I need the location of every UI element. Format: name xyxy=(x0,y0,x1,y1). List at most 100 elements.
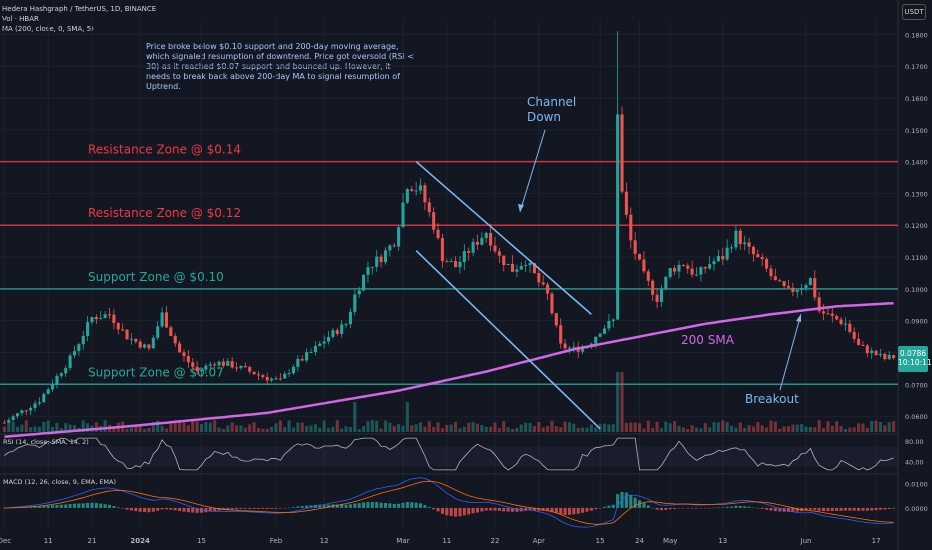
volume-bar xyxy=(160,425,164,432)
candle-body xyxy=(471,241,475,253)
candle-body xyxy=(134,338,138,342)
candle-body xyxy=(747,242,751,247)
macd-histogram-bar xyxy=(81,503,85,508)
volume-bar xyxy=(164,428,168,432)
volume-bar xyxy=(388,422,392,432)
macd-histogram-bar xyxy=(576,507,580,514)
candle-body xyxy=(519,265,523,270)
x-tick-label: Apr xyxy=(533,537,545,545)
volume-bar xyxy=(173,420,177,432)
volume-bar xyxy=(725,422,729,432)
macd-histogram-bar xyxy=(598,507,602,509)
candle-body xyxy=(800,288,804,290)
candle-body xyxy=(291,366,296,374)
volume-bar xyxy=(375,420,379,432)
candle-body xyxy=(327,336,331,342)
macd-histogram-bar xyxy=(51,505,55,508)
volume-bar xyxy=(15,426,20,432)
volume-bar xyxy=(401,425,405,432)
volume-bar xyxy=(226,425,230,432)
macd-histogram-bar xyxy=(64,504,68,508)
volume-bar xyxy=(335,420,339,432)
volume-bar xyxy=(607,424,611,432)
candle-body xyxy=(791,287,795,292)
macd-histogram-bar xyxy=(747,506,751,508)
candle-body xyxy=(11,416,15,420)
volume-bar xyxy=(638,423,642,432)
candle-body xyxy=(708,264,712,269)
macd-histogram-bar xyxy=(589,507,593,511)
volume-bar xyxy=(64,423,68,432)
volume-bar xyxy=(72,425,77,432)
x-tick-label: 13 xyxy=(718,537,727,545)
macd-histogram-bar xyxy=(340,504,344,508)
macd-histogram-bar xyxy=(164,507,168,510)
volume-bar xyxy=(270,426,274,432)
candle-body xyxy=(217,361,221,366)
volume-bar xyxy=(221,428,225,432)
candle-body xyxy=(340,324,344,334)
x-tick-label: 12 xyxy=(320,537,329,545)
volume-bar xyxy=(436,422,440,432)
candle-body xyxy=(694,274,699,276)
macd-histogram-bar xyxy=(708,507,712,509)
candle-body xyxy=(261,375,265,377)
volume-bar xyxy=(143,428,147,432)
volume-bar xyxy=(480,424,484,432)
macd-histogram-bar xyxy=(29,506,33,508)
candle-body xyxy=(857,338,861,345)
x-tick-label: 15 xyxy=(197,537,206,545)
y-tick-label: 0.1500 xyxy=(905,127,928,135)
macd-histogram-bar xyxy=(445,507,449,516)
volume-bar xyxy=(611,424,615,432)
macd-histogram-bar xyxy=(344,504,348,508)
x-tick-label: 15 xyxy=(596,537,605,545)
macd-histogram-bar xyxy=(397,503,401,508)
macd-histogram-bar xyxy=(454,507,458,517)
volume-bar xyxy=(804,426,808,432)
macd-histogram-bar xyxy=(835,507,839,511)
volume-bar xyxy=(620,372,624,432)
volume-bar xyxy=(68,424,72,432)
macd-histogram-bar xyxy=(791,507,795,512)
volume-bar xyxy=(795,424,799,432)
macd-histogram-bar xyxy=(160,507,164,510)
candle-body xyxy=(572,346,576,348)
macd-histogram-bar xyxy=(103,504,107,508)
candle-body xyxy=(515,269,519,272)
level-label: Resistance Zone @ $0.14 xyxy=(88,143,241,157)
candle-body xyxy=(699,267,703,275)
candle-body xyxy=(598,333,602,337)
macd-histogram-bar xyxy=(125,507,129,510)
macd-histogram-bar xyxy=(602,506,607,508)
x-tick-label: 22 xyxy=(491,537,500,545)
candle-body xyxy=(55,375,59,385)
candle-body xyxy=(659,289,663,302)
candle-body xyxy=(852,331,856,339)
macd-histogram-bar xyxy=(182,507,186,512)
volume-bar xyxy=(734,427,738,432)
macd-histogram-bar xyxy=(243,507,247,509)
volume-bar xyxy=(392,426,396,432)
macd-histogram-bar xyxy=(743,506,747,508)
volume-bar xyxy=(493,422,497,432)
volume-bar xyxy=(751,426,755,432)
currency-badge[interactable]: USDT xyxy=(902,4,926,20)
candle-body xyxy=(769,268,773,277)
macd-histogram-bar xyxy=(208,507,212,512)
macd-histogram-bar xyxy=(585,507,589,512)
candle-body xyxy=(230,361,234,368)
volume-bar xyxy=(213,420,217,432)
candle-body xyxy=(125,329,129,340)
x-tick-label: 11 xyxy=(442,537,451,545)
volume-bar xyxy=(11,421,15,432)
volume-bar xyxy=(454,421,458,432)
volume-bar xyxy=(112,426,116,432)
macd-histogram-bar xyxy=(567,507,571,515)
macd-histogram-bar xyxy=(230,507,234,510)
macd-histogram-bar xyxy=(129,507,133,511)
macd-histogram-bar xyxy=(248,507,252,509)
candle-body xyxy=(883,353,887,360)
volume-bar xyxy=(532,426,536,432)
